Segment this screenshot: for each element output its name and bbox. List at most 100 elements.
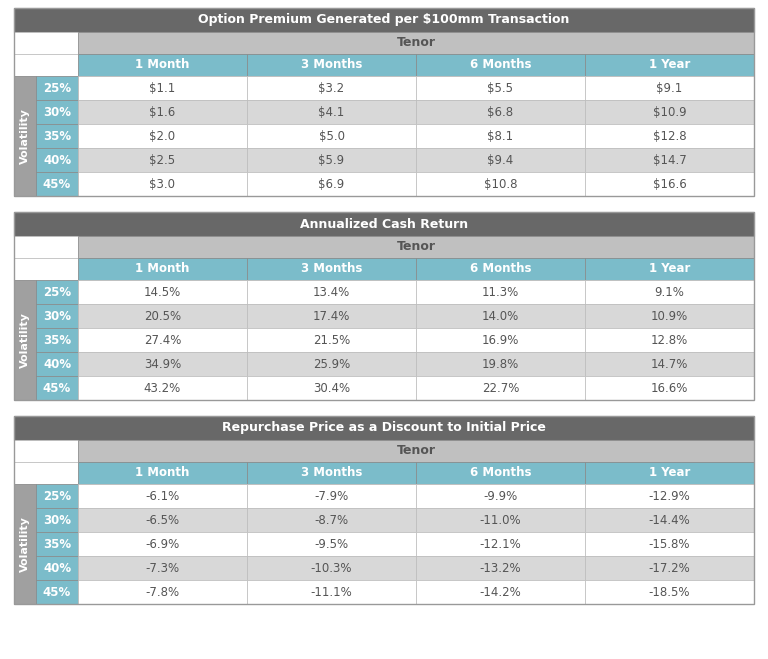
Text: $1.1: $1.1 xyxy=(149,82,176,94)
Text: 30.4%: 30.4% xyxy=(313,382,350,395)
Bar xyxy=(247,172,416,196)
Bar xyxy=(78,484,247,508)
Text: $10.8: $10.8 xyxy=(484,177,518,190)
Bar xyxy=(36,556,78,580)
Bar xyxy=(14,258,78,280)
Text: $5.0: $5.0 xyxy=(319,130,345,142)
Text: 45%: 45% xyxy=(43,585,71,598)
Bar xyxy=(247,352,416,376)
Text: 10.9%: 10.9% xyxy=(650,310,688,322)
Bar xyxy=(36,352,78,376)
Text: 20.5%: 20.5% xyxy=(144,310,181,322)
Bar xyxy=(416,484,585,508)
Bar xyxy=(36,484,78,508)
Text: 3 Months: 3 Months xyxy=(301,262,362,275)
Text: 25%: 25% xyxy=(43,285,71,299)
Text: -11.1%: -11.1% xyxy=(310,585,353,598)
Bar xyxy=(585,76,754,100)
Text: $9.4: $9.4 xyxy=(488,154,514,167)
Text: -7.3%: -7.3% xyxy=(145,561,180,575)
Text: -6.5%: -6.5% xyxy=(145,513,180,527)
Text: 14.0%: 14.0% xyxy=(482,310,519,322)
Text: 30%: 30% xyxy=(43,513,71,527)
Text: Annualized Cash Return: Annualized Cash Return xyxy=(300,217,468,231)
Bar xyxy=(585,580,754,604)
Text: 35%: 35% xyxy=(43,538,71,550)
Bar xyxy=(247,376,416,400)
Text: $10.9: $10.9 xyxy=(653,105,687,119)
Bar xyxy=(247,100,416,124)
Text: 1 Month: 1 Month xyxy=(135,59,190,71)
Bar xyxy=(78,124,247,148)
Text: $2.0: $2.0 xyxy=(150,130,176,142)
Bar xyxy=(585,532,754,556)
Text: 16.6%: 16.6% xyxy=(650,382,688,395)
Bar xyxy=(247,484,416,508)
Bar xyxy=(247,124,416,148)
Bar xyxy=(585,328,754,352)
Bar xyxy=(78,236,754,258)
Bar xyxy=(585,124,754,148)
Text: 25.9%: 25.9% xyxy=(313,357,350,370)
Bar xyxy=(14,440,78,462)
Text: $2.5: $2.5 xyxy=(150,154,176,167)
Text: 1 Year: 1 Year xyxy=(649,59,690,71)
Text: 40%: 40% xyxy=(43,561,71,575)
Text: $3.2: $3.2 xyxy=(319,82,345,94)
Bar xyxy=(78,258,247,280)
Text: -6.1%: -6.1% xyxy=(145,490,180,503)
Text: -18.5%: -18.5% xyxy=(649,585,690,598)
Bar xyxy=(14,416,754,604)
Bar xyxy=(416,54,585,76)
Text: -17.2%: -17.2% xyxy=(649,561,690,575)
Text: 30%: 30% xyxy=(43,105,71,119)
Bar xyxy=(36,148,78,172)
Bar xyxy=(36,532,78,556)
Bar xyxy=(78,54,247,76)
Bar xyxy=(36,124,78,148)
Bar xyxy=(36,280,78,304)
Bar xyxy=(585,54,754,76)
Text: 1 Month: 1 Month xyxy=(135,467,190,480)
Bar xyxy=(78,352,247,376)
Text: 13.4%: 13.4% xyxy=(313,285,350,299)
Bar xyxy=(416,376,585,400)
Bar xyxy=(36,508,78,532)
Bar xyxy=(585,484,754,508)
Bar xyxy=(585,258,754,280)
Bar xyxy=(247,54,416,76)
Bar xyxy=(78,280,247,304)
Bar xyxy=(247,258,416,280)
Text: $5.5: $5.5 xyxy=(488,82,514,94)
Text: -7.8%: -7.8% xyxy=(145,585,180,598)
Bar xyxy=(585,100,754,124)
Bar xyxy=(247,532,416,556)
Text: 25%: 25% xyxy=(43,82,71,94)
Bar xyxy=(585,352,754,376)
Bar xyxy=(78,148,247,172)
Bar xyxy=(78,76,247,100)
Bar xyxy=(416,328,585,352)
Bar xyxy=(14,236,78,258)
Text: Option Premium Generated per $100mm Transaction: Option Premium Generated per $100mm Tran… xyxy=(198,13,570,26)
Text: -12.9%: -12.9% xyxy=(649,490,690,503)
Text: 40%: 40% xyxy=(43,357,71,370)
Text: -9.5%: -9.5% xyxy=(314,538,349,550)
Bar xyxy=(247,148,416,172)
Bar xyxy=(14,484,36,604)
Bar xyxy=(14,416,754,440)
Bar xyxy=(247,280,416,304)
Bar xyxy=(416,76,585,100)
Bar xyxy=(36,304,78,328)
Text: $16.6: $16.6 xyxy=(653,177,687,190)
Text: $3.0: $3.0 xyxy=(150,177,176,190)
Text: 6 Months: 6 Months xyxy=(470,262,531,275)
Text: 45%: 45% xyxy=(43,382,71,395)
Text: $6.9: $6.9 xyxy=(319,177,345,190)
Text: 1 Year: 1 Year xyxy=(649,262,690,275)
Text: 9.1%: 9.1% xyxy=(654,285,684,299)
Text: -7.9%: -7.9% xyxy=(314,490,349,503)
Bar xyxy=(416,532,585,556)
Text: Tenor: Tenor xyxy=(396,241,435,254)
Bar xyxy=(585,172,754,196)
